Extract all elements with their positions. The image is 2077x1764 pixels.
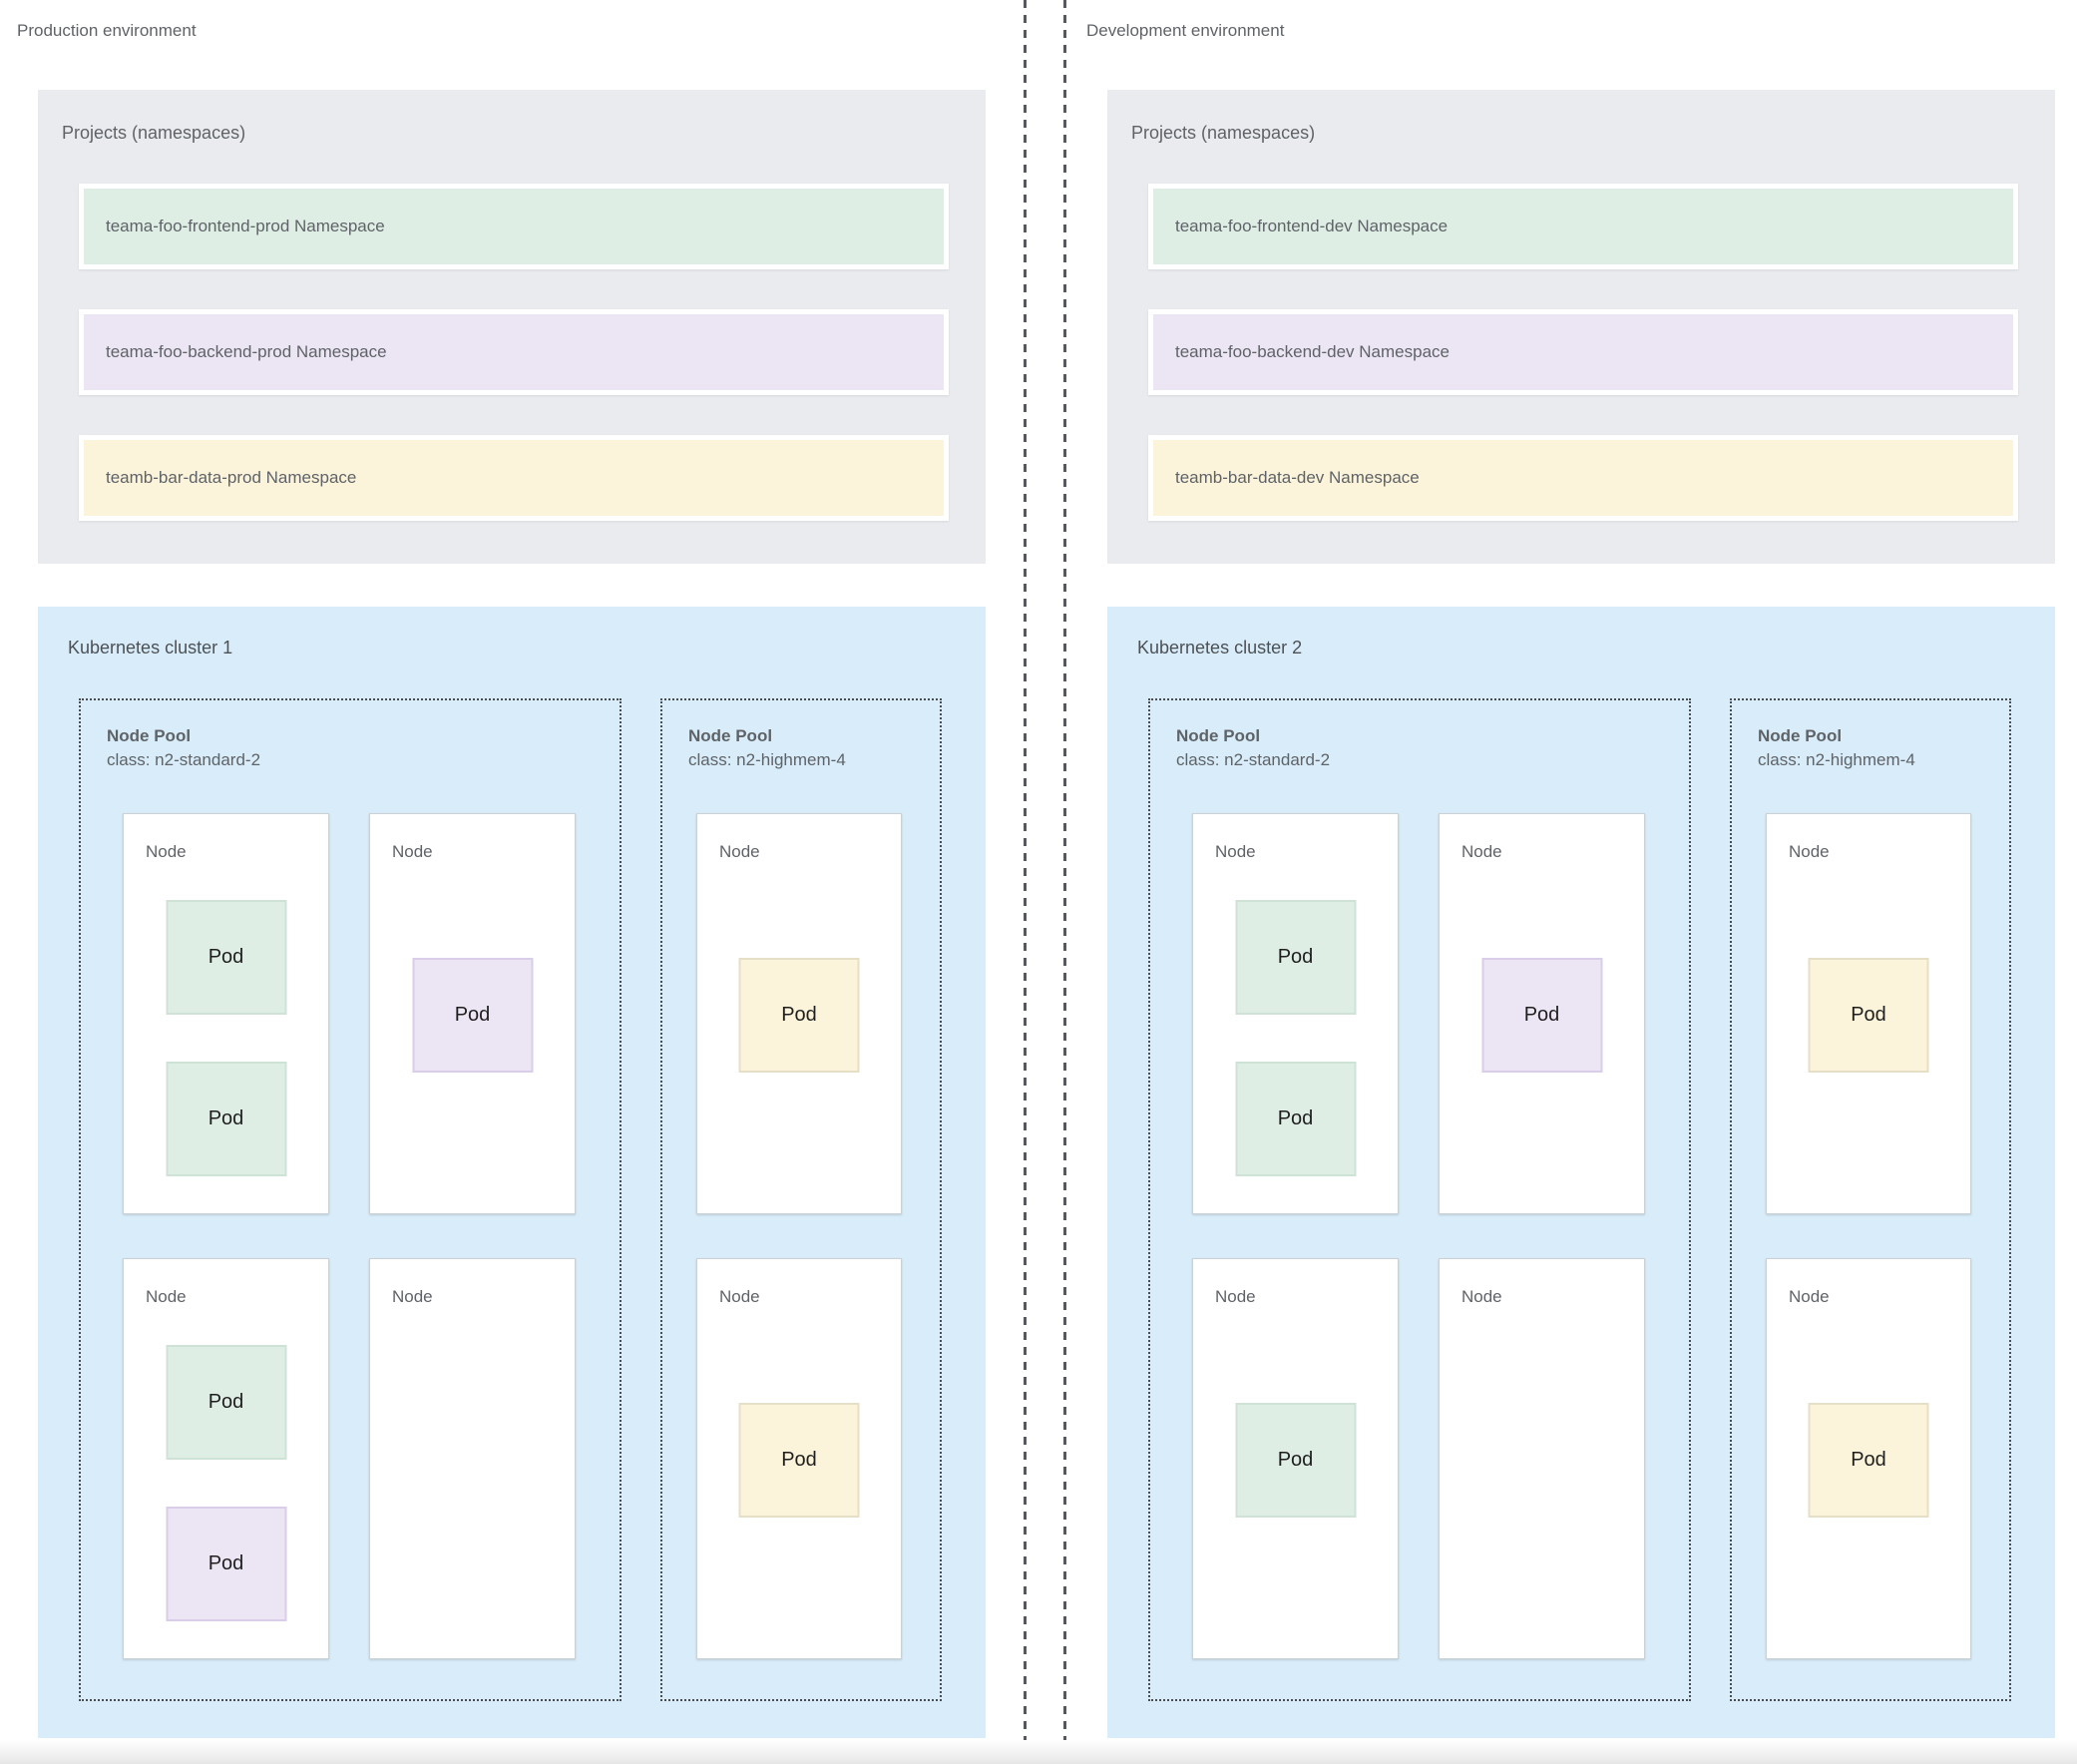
- kubernetes-cluster-2-box: Kubernetes cluster 2 Node Pool class: n2…: [1107, 607, 2055, 1738]
- pod-purple: Pod: [412, 958, 533, 1073]
- node-card: Node Pod: [369, 813, 576, 1214]
- node-pool-title: Node Pool: [1758, 726, 1843, 745]
- node-pool-title: Node Pool: [1176, 726, 1261, 745]
- node-pool-highmem: Node Pool class: n2-highmem-4 Node Pod N…: [660, 698, 942, 1701]
- node-label: Node: [719, 1287, 760, 1306]
- namespace-bar-frontend-prod: teama-foo-frontend-prod Namespace: [79, 184, 949, 269]
- environment-divider-line: [1024, 0, 1027, 1764]
- pod-green: Pod: [1235, 1403, 1356, 1518]
- node-pool-class: class: n2-highmem-4: [1758, 750, 1915, 769]
- node-pool-title: Node Pool: [688, 726, 773, 745]
- node-pool-title: Node Pool: [107, 726, 192, 745]
- node-label: Node: [392, 842, 433, 861]
- node-label: Node: [1215, 1287, 1256, 1306]
- pod-green: Pod: [166, 1345, 286, 1460]
- namespace-bar-data-dev: teamb-bar-data-dev Namespace: [1148, 435, 2018, 521]
- node-label: Node: [1215, 842, 1256, 861]
- node-pool-standard: Node Pool class: n2-standard-2 Node Pod …: [79, 698, 622, 1701]
- environment-divider-line: [1063, 0, 1066, 1764]
- namespace-bar-data-prod: teamb-bar-data-prod Namespace: [79, 435, 949, 521]
- node-card: Node Pod: [1439, 813, 1645, 1214]
- cluster-title: Kubernetes cluster 2: [1137, 638, 1303, 658]
- pod-green: Pod: [166, 1062, 286, 1176]
- node-pool-class: class: n2-highmem-4: [688, 750, 846, 769]
- environment-title: Production environment: [17, 21, 197, 40]
- node-label: Node: [1789, 842, 1830, 861]
- pod-green: Pod: [1235, 1062, 1356, 1176]
- node-label: Node: [1461, 1287, 1502, 1306]
- namespace-bar-backend-dev: teama-foo-backend-dev Namespace: [1148, 309, 2018, 395]
- node-card: Node Pod Pod: [1192, 813, 1399, 1214]
- namespace-bar-backend-prod: teama-foo-backend-prod Namespace: [79, 309, 949, 395]
- node-label: Node: [392, 1287, 433, 1306]
- projects-namespaces-box: Projects (namespaces) teama-foo-frontend…: [38, 90, 986, 564]
- node-pool-standard: Node Pool class: n2-standard-2 Node Pod …: [1148, 698, 1691, 1701]
- development-environment-panel: Development environment Projects (namesp…: [1069, 0, 2077, 1764]
- node-card: Node Pod Pod: [123, 813, 329, 1214]
- pod-yellow: Pod: [738, 958, 860, 1073]
- projects-box-title: Projects (namespaces): [62, 123, 246, 143]
- node-label: Node: [146, 1287, 187, 1306]
- pod-purple: Pod: [166, 1507, 286, 1621]
- node-card-empty: Node: [1439, 1258, 1645, 1659]
- projects-box-title: Projects (namespaces): [1131, 123, 1316, 143]
- node-label: Node: [1789, 1287, 1830, 1306]
- kubernetes-cluster-1-box: Kubernetes cluster 1 Node Pool class: n2…: [38, 607, 986, 1738]
- node-card: Node Pod: [1766, 1258, 1971, 1659]
- node-label: Node: [719, 842, 760, 861]
- node-label: Node: [146, 842, 187, 861]
- node-card: Node Pod: [696, 1258, 902, 1659]
- node-pool-class: class: n2-standard-2: [107, 750, 261, 769]
- pod-yellow: Pod: [1808, 958, 1929, 1073]
- pod-yellow: Pod: [738, 1403, 860, 1518]
- production-environment-panel: Production environment Projects (namespa…: [0, 0, 1038, 1764]
- pod-green: Pod: [1235, 900, 1356, 1015]
- page-bottom-strip: [0, 1740, 2077, 1764]
- pod-yellow: Pod: [1808, 1403, 1929, 1518]
- projects-namespaces-box: Projects (namespaces) teama-foo-frontend…: [1107, 90, 2055, 564]
- node-pool-highmem: Node Pool class: n2-highmem-4 Node Pod N…: [1730, 698, 2011, 1701]
- cluster-title: Kubernetes cluster 1: [68, 638, 233, 658]
- node-pool-class: class: n2-standard-2: [1176, 750, 1331, 769]
- node-card-empty: Node: [369, 1258, 576, 1659]
- environment-title: Development environment: [1086, 21, 1285, 40]
- node-label: Node: [1461, 842, 1502, 861]
- namespace-bar-frontend-dev: teama-foo-frontend-dev Namespace: [1148, 184, 2018, 269]
- node-card: Node Pod: [1192, 1258, 1399, 1659]
- pod-green: Pod: [166, 900, 286, 1015]
- node-card: Node Pod: [696, 813, 902, 1214]
- node-card: Node Pod Pod: [123, 1258, 329, 1659]
- pod-purple: Pod: [1481, 958, 1602, 1073]
- node-card: Node Pod: [1766, 813, 1971, 1214]
